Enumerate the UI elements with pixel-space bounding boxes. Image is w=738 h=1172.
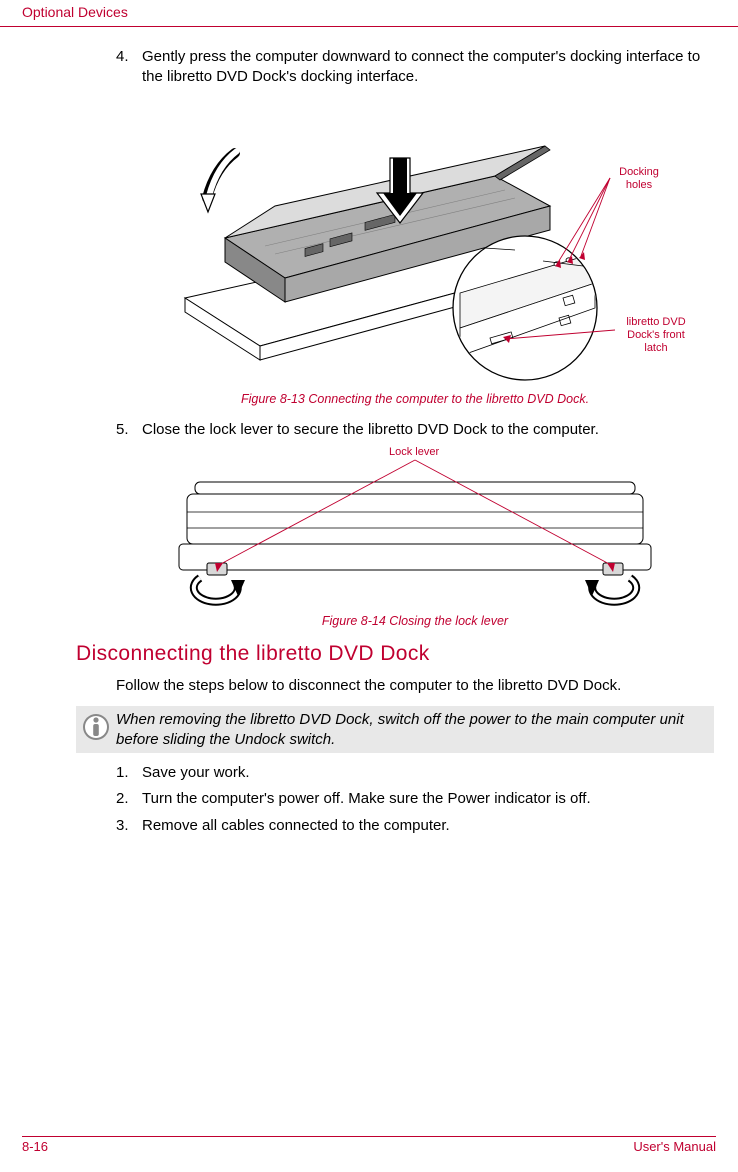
figure-1: Docking holes libretto DVD Dock's front …: [116, 98, 714, 406]
figure-1-drawing: Docking holes libretto DVD Dock's front …: [165, 98, 665, 388]
page-header: Optional Devices: [0, 0, 738, 27]
label-front-latch: libretto DVD Dock's front latch: [617, 316, 695, 356]
header-section: Optional Devices: [22, 4, 128, 20]
intro-paragraph: Follow the steps below to disconnect the…: [116, 676, 714, 696]
step-text: Close the lock lever to secure the libre…: [142, 420, 599, 440]
step-item: 4. Gently press the computer downward to…: [116, 47, 714, 88]
label-docking-holes: Docking holes: [613, 166, 665, 192]
note-text: When removing the libretto DVD Dock, swi…: [114, 710, 708, 749]
footer-page-number: 8-16: [22, 1139, 48, 1154]
step-item: 3. Remove all cables connected to the co…: [116, 816, 714, 836]
step-item: 5. Close the lock lever to secure the li…: [116, 420, 714, 440]
label-lock-lever: Lock lever: [389, 446, 439, 459]
step-number: 2.: [116, 789, 142, 809]
note-box: When removing the libretto DVD Dock, swi…: [76, 706, 714, 753]
figure-1-caption: Figure 8-13 Connecting the computer to t…: [116, 392, 714, 406]
page-content: 4. Gently press the computer downward to…: [0, 27, 738, 836]
step-text: Gently press the computer downward to co…: [142, 47, 714, 88]
footer-manual-label: User's Manual: [633, 1139, 716, 1154]
figure-2-drawing: Lock lever: [145, 450, 685, 610]
step-number: 3.: [116, 816, 142, 836]
step-number: 5.: [116, 420, 142, 440]
step-text: Remove all cables connected to the compu…: [142, 816, 450, 836]
step-item: 2. Turn the computer's power off. Make s…: [116, 789, 714, 809]
figure-2-caption: Figure 8-14 Closing the lock lever: [116, 614, 714, 628]
step-item: 1. Save your work.: [116, 763, 714, 783]
step-text: Turn the computer's power off. Make sure…: [142, 789, 591, 809]
section-heading: Disconnecting the libretto DVD Dock: [76, 642, 714, 666]
figure-2: Lock lever Figure 8-14 Closing the lock …: [116, 450, 714, 628]
step-number: 1.: [116, 763, 142, 783]
info-icon: [78, 710, 114, 744]
step-number: 4.: [116, 47, 142, 88]
page-footer: 8-16 User's Manual: [22, 1136, 716, 1154]
step-text: Save your work.: [142, 763, 250, 783]
